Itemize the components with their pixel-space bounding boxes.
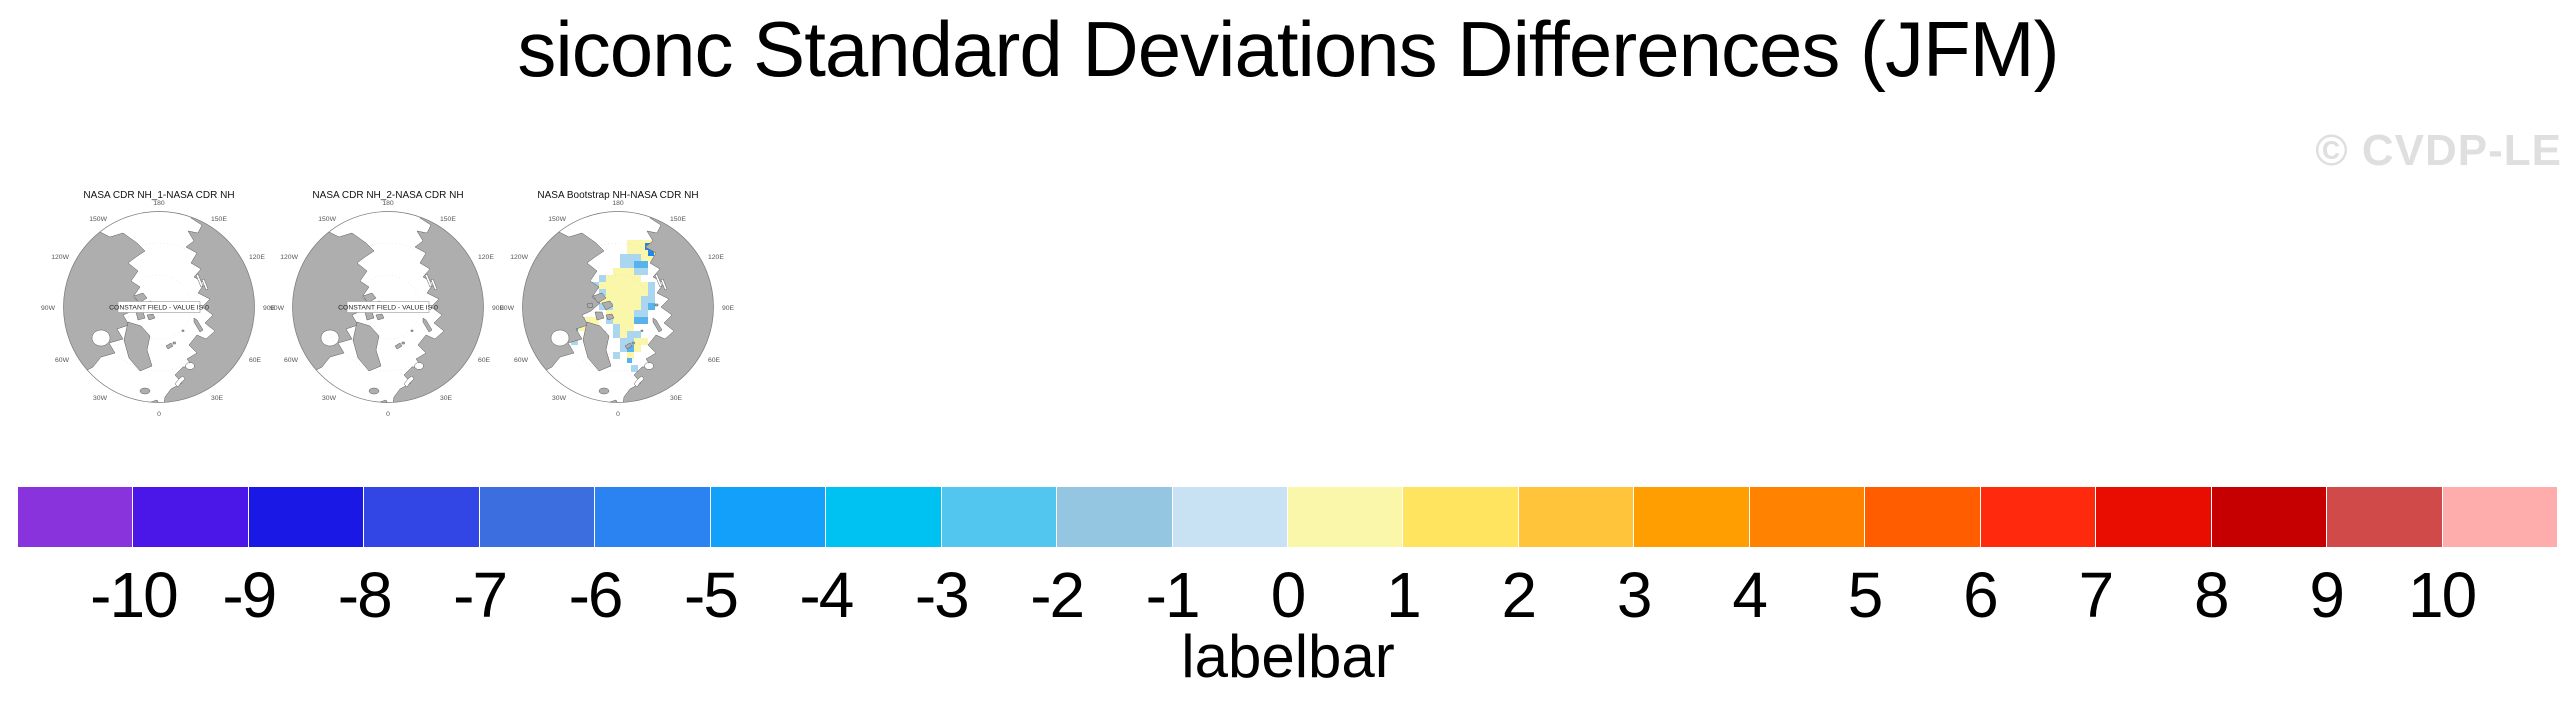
map-panel-3: NASA Bootstrap NH-NASA CDR NH: [500, 190, 735, 418]
colorbar-segment: [2442, 487, 2557, 547]
colorbar-tick: 0: [1270, 559, 1307, 631]
colorbar-segment: [1749, 487, 1865, 547]
map-panel-1-title: NASA CDR NH_1-NASA CDR NH: [83, 190, 234, 201]
colorbar-tick: 9: [2309, 559, 2345, 631]
colorbar-segment: [1287, 487, 1403, 547]
colorbar-segment: [1172, 487, 1287, 547]
colorbar-tick: 5: [1847, 559, 1884, 631]
colorbar-segment: [1403, 487, 1518, 547]
colorbar-segment: [1634, 487, 1749, 547]
colorbar-segment: [364, 487, 479, 547]
map-circle-outline: [63, 211, 255, 403]
colorbar-segment: [2096, 487, 2211, 547]
colorbar-segment: [941, 487, 1057, 547]
colorbar-segment: [1518, 487, 1634, 547]
colorbar-tick: 7: [2078, 559, 2115, 631]
constant-field-label: CONSTANT FIELD - VALUE IS 0: [338, 301, 438, 313]
colorbar-tick: 10: [2407, 559, 2477, 631]
figure-title: siconc Standard Deviations Differences (…: [517, 5, 2059, 93]
colorbar-tick-labels: -10 -9 -8 -7 -6 -5 -4 -3 -2 -1 0 1 2 3 4 5 6 7 8 9 10: [18, 558, 2557, 631]
colorbar-segment: [133, 487, 248, 547]
colorbar-tick: -9: [222, 559, 277, 631]
svg-text:CONSTANT FIELD - VALUE IS 0: CONSTANT FIELD - VALUE IS 0: [338, 305, 438, 312]
cvdp-le-watermark: © CVDP-LE: [2315, 126, 2562, 175]
colorbar-tick: -1: [1145, 559, 1201, 631]
colorbar-tick: -8: [337, 559, 393, 631]
colorbar-tick: -10: [90, 559, 178, 631]
colorbar-caption: labelbar: [1181, 623, 1395, 690]
colorbar-tick: -5: [684, 559, 739, 631]
colorbar-tick: -6: [568, 559, 624, 631]
colorbar-segment: [1057, 487, 1172, 547]
map-panel-2-title: NASA CDR NH_2-NASA CDR NH: [312, 190, 463, 201]
colorbar-segment: [1865, 487, 1980, 547]
svg-text:CONSTANT FIELD - VALUE IS 0: CONSTANT FIELD - VALUE IS 0: [109, 305, 209, 312]
colorbar-tick: -3: [914, 559, 970, 631]
colorbar-tick: 4: [1732, 559, 1768, 631]
colorbar-segment: [18, 487, 133, 547]
map-panel-1: NASA CDR NH_1-NASA CDR NH CONSTANT FIELD…: [41, 190, 276, 418]
map-circle-outline: [522, 211, 714, 403]
colorbar-tick: 2: [1501, 559, 1538, 631]
colorbar-tick: 8: [2193, 559, 2230, 631]
colorbar-segment: [826, 487, 941, 547]
colorbar-tick: 3: [1616, 559, 1653, 631]
map-panel-3-title: NASA Bootstrap NH-NASA CDR NH: [537, 190, 698, 201]
colorbar: [18, 487, 2557, 547]
colorbar-segment: [2211, 487, 2327, 547]
colorbar-segment: [595, 487, 710, 547]
colorbar-tick: 1: [1386, 559, 1422, 631]
map-panel-2: NASA CDR NH_2-NASA CDR NH CONSTANT FIELD…: [270, 190, 505, 418]
colorbar-tick: -7: [453, 559, 508, 631]
colorbar-tick: -4: [799, 559, 854, 631]
map-circle-outline: [292, 211, 484, 403]
colorbar-tick: 6: [1963, 559, 1999, 631]
colorbar-segment: [710, 487, 826, 547]
colorbar-segment: [479, 487, 595, 547]
colorbar-tick: -2: [1030, 559, 1085, 631]
colorbar-segment: [248, 487, 364, 547]
colorbar-segment: [1980, 487, 2096, 547]
constant-field-label: CONSTANT FIELD - VALUE IS 0: [109, 301, 209, 313]
colorbar-segment: [2327, 487, 2442, 547]
